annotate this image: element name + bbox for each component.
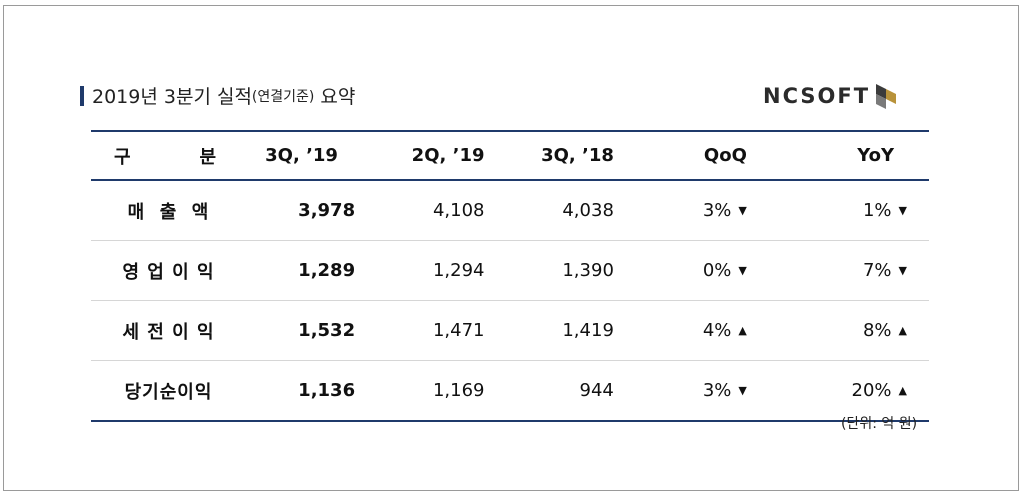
row-label-pretax-profit: 세 전 이 익 [91, 300, 246, 361]
cell-2q19: 1,294 [357, 240, 487, 301]
cell-3q19: 1,532 [246, 300, 358, 361]
qoq-value: 0% [702, 260, 732, 281]
earnings-summary-table: 구 분 3Q, ’19 2Q, ’19 3Q, ’18 QoQ YoY 매 출 … [91, 130, 929, 422]
unit-note: (단위: 억 원) [841, 416, 918, 432]
cell-yoy: 20% ▲ [760, 360, 929, 422]
yoy-direction-icon: ▼ [898, 203, 907, 217]
header-yoy: YoY [760, 130, 929, 181]
cell-2q19: 1,169 [357, 360, 487, 422]
cell-3q18: 1,390 [486, 240, 616, 301]
cell-3q18: 1,419 [486, 300, 616, 361]
yoy-value: 20% [851, 380, 892, 401]
header-2q19: 2Q, ’19 [357, 130, 487, 181]
cell-2q19: 1,471 [357, 300, 487, 361]
cell-yoy: 1% ▼ [760, 180, 929, 241]
header-category: 구 분 [91, 130, 246, 181]
qoq-direction-icon: ▼ [738, 263, 747, 277]
cell-yoy: 8% ▲ [760, 300, 929, 361]
slide-frame [3, 5, 1019, 491]
row-label-operating-profit: 영 업 이 익 [91, 240, 246, 301]
cell-3q18: 4,038 [486, 180, 616, 241]
title-sub: (연결기준) [251, 88, 315, 105]
header-category-2: 분 [199, 146, 217, 168]
cell-qoq: 3% ▼ [615, 180, 761, 241]
title-suffix: 요약 [314, 86, 356, 108]
yoy-direction-icon: ▼ [898, 263, 907, 277]
qoq-value: 3% [702, 380, 732, 401]
title-accent-bar [80, 85, 84, 106]
cell-2q19: 4,108 [357, 180, 487, 241]
header-3q19: 3Q, ’19 [246, 130, 358, 181]
cell-3q19: 1,289 [246, 240, 358, 301]
logo-text: NCSOFT [763, 84, 871, 108]
slide-title: 2019년 3분기 실적 (연결기준) 요약 [80, 82, 355, 109]
qoq-direction-icon: ▼ [738, 203, 747, 217]
yoy-value: 7% [862, 260, 892, 281]
table-header-row: 구 분 3Q, ’19 2Q, ’19 3Q, ’18 QoQ YoY [91, 130, 929, 181]
yoy-value: 1% [862, 200, 892, 221]
ncsoft-logo-icon [876, 84, 897, 109]
table-row: 세 전 이 익 1,532 1,471 1,419 4% ▲ 8% ▲ [91, 300, 929, 361]
table-row: 당기순이익 1,136 1,169 944 3% ▼ 20% ▲ [91, 360, 929, 422]
header-qoq: QoQ [615, 130, 761, 181]
header-3q18: 3Q, ’18 [486, 130, 616, 181]
cell-qoq: 4% ▲ [615, 300, 761, 361]
table-row: 영 업 이 익 1,289 1,294 1,390 0% ▼ 7% ▼ [91, 240, 929, 301]
qoq-value: 3% [702, 200, 732, 221]
qoq-direction-icon: ▲ [738, 323, 747, 337]
table-row: 매 출 액 3,978 4,108 4,038 3% ▼ 1% ▼ [91, 180, 929, 241]
cell-3q19: 3,978 [246, 180, 358, 241]
yoy-direction-icon: ▲ [898, 383, 907, 397]
cell-qoq: 3% ▼ [615, 360, 761, 422]
row-label-net-income: 당기순이익 [91, 360, 246, 422]
qoq-direction-icon: ▼ [738, 383, 747, 397]
qoq-value: 4% [702, 320, 732, 341]
row-label-revenue: 매 출 액 [91, 180, 246, 241]
yoy-direction-icon: ▲ [898, 323, 907, 337]
cell-3q19: 1,136 [246, 360, 358, 422]
cell-qoq: 0% ▼ [615, 240, 761, 301]
ncsoft-logo: NCSOFT [763, 82, 898, 110]
title-main: 2019년 3분기 실적 [92, 86, 252, 108]
cell-3q18: 944 [486, 360, 616, 422]
cell-yoy: 7% ▼ [760, 240, 929, 301]
yoy-value: 8% [862, 320, 892, 341]
header-category-1: 구 [114, 146, 132, 168]
